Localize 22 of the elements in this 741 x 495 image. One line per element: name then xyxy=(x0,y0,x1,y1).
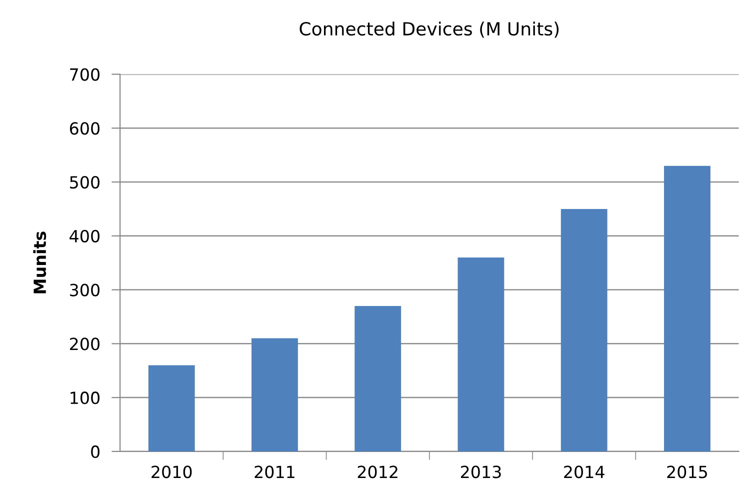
y-tick-label: 100 xyxy=(70,392,100,404)
y-tick-label: 200 xyxy=(70,338,100,350)
bar xyxy=(560,208,608,452)
bar xyxy=(664,166,710,452)
y-tick-label: 400 xyxy=(70,230,100,242)
bar xyxy=(458,257,504,452)
x-tick-label: 2012 xyxy=(358,466,398,478)
bar xyxy=(354,306,402,452)
x-tick-label: 2013 xyxy=(460,466,501,478)
x-tick-label: 2011 xyxy=(254,466,294,478)
y-axis-title: Munits xyxy=(33,232,46,294)
x-tick-label: 2010 xyxy=(152,466,192,478)
bar xyxy=(252,338,298,452)
y-tick-label: 700 xyxy=(70,68,100,81)
y-tick-label: 300 xyxy=(70,284,100,296)
x-tick-label: 2015 xyxy=(667,466,707,478)
y-tick-label: 600 xyxy=(70,122,100,135)
chart-title: Connected Devices (M Units) xyxy=(300,22,559,38)
y-tick-label: 0 xyxy=(91,445,100,458)
bar xyxy=(148,365,195,452)
y-tick-label: 500 xyxy=(70,176,100,189)
x-tick-label: 2014 xyxy=(564,466,604,478)
